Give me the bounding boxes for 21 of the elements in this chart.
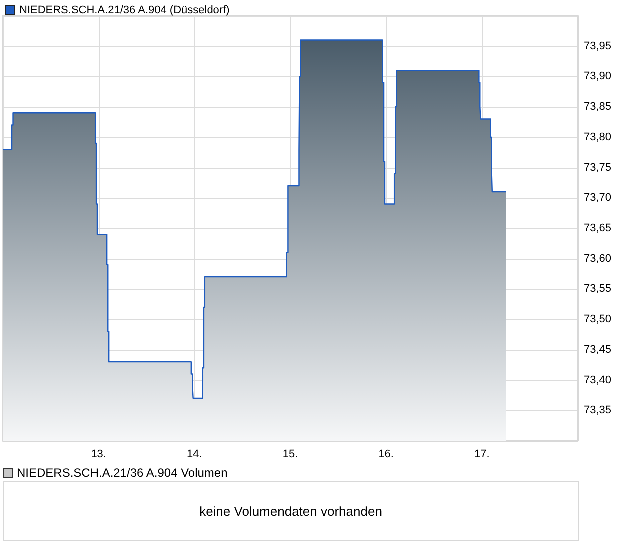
y-tick-label: 73,55 (584, 283, 612, 296)
legend-label: NIEDERS.SCH.A.21/36 A.904 (Düsseldorf) (20, 4, 230, 16)
y-tick-label: 73,45 (584, 344, 612, 356)
y-tick-label: 73,50 (584, 314, 612, 326)
y-tick-label: 73,85 (584, 101, 612, 114)
x-tick-label: 13. (91, 448, 106, 460)
x-tick-label: 15. (282, 448, 298, 460)
text: NIEDERS.SCH.A.21/36 A.904 Volumen (17, 466, 228, 480)
y-tick-label: 73,80 (584, 131, 612, 144)
y-tick-label: 73,65 (584, 222, 612, 234)
y-tick-label: 73,95 (584, 40, 612, 52)
y-tick-label: 73,70 (584, 192, 612, 204)
x-tick-label: 17. (474, 448, 490, 460)
y-tick-label: 73,90 (584, 70, 612, 83)
y-tick-label: 73,60 (584, 252, 612, 265)
x-tick-label: 16. (378, 448, 394, 460)
y-tick-label: 73,75 (584, 162, 612, 174)
text: keine Volumendaten vorhanden (3, 481, 579, 541)
y-tick-label: 73,35 (584, 404, 612, 417)
y-tick-label: 73,40 (584, 374, 612, 386)
x-tick-label: 14. (187, 448, 202, 460)
